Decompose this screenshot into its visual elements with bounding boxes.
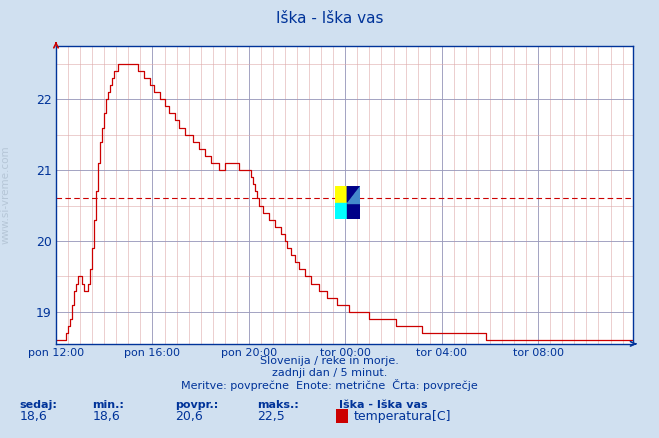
Text: 20,6: 20,6: [175, 410, 202, 424]
Text: maks.:: maks.:: [257, 400, 299, 410]
Text: www.si-vreme.com: www.si-vreme.com: [0, 145, 11, 244]
Text: temperatura[C]: temperatura[C]: [354, 410, 451, 424]
Text: Iška - Iška vas: Iška - Iška vas: [339, 400, 428, 410]
Text: zadnji dan / 5 minut.: zadnji dan / 5 minut.: [272, 368, 387, 378]
Bar: [335, 202, 347, 219]
Text: Meritve: povprečne  Enote: metrične  Črta: povprečje: Meritve: povprečne Enote: metrične Črta:…: [181, 379, 478, 391]
Text: Slovenija / reke in morje.: Slovenija / reke in morje.: [260, 357, 399, 366]
Text: sedaj:: sedaj:: [20, 400, 57, 410]
Text: 22,5: 22,5: [257, 410, 285, 424]
Text: min.:: min.:: [92, 400, 124, 410]
Text: 18,6: 18,6: [92, 410, 120, 424]
Polygon shape: [347, 186, 360, 202]
Bar: [347, 202, 360, 219]
Text: 18,6: 18,6: [20, 410, 47, 424]
Text: povpr.:: povpr.:: [175, 400, 218, 410]
Bar: [335, 186, 347, 202]
Text: Iška - Iška vas: Iška - Iška vas: [275, 11, 384, 26]
Polygon shape: [347, 186, 360, 202]
